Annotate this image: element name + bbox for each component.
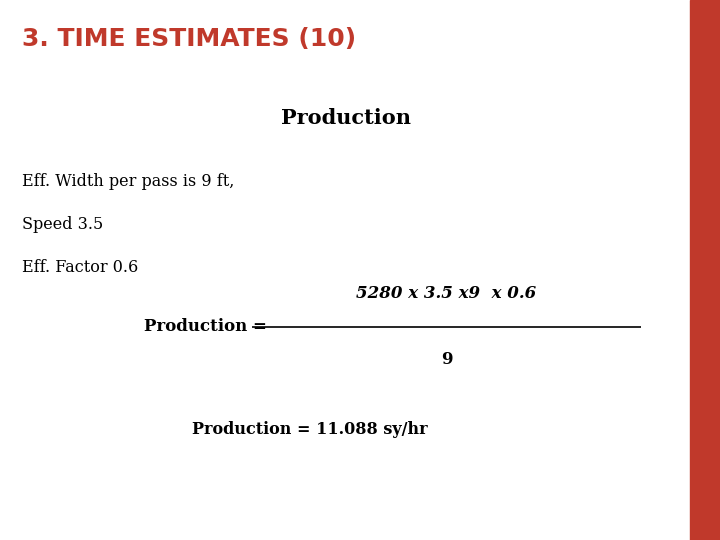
Text: Production: Production [281, 108, 410, 128]
Text: Eff. Factor 0.6: Eff. Factor 0.6 [22, 259, 138, 276]
Text: Eff. Width per pass is 9 ft,: Eff. Width per pass is 9 ft, [22, 173, 234, 190]
Text: 9: 9 [441, 351, 452, 368]
Text: Production = 11.088 sy/hr: Production = 11.088 sy/hr [192, 421, 428, 438]
Text: 5280 x 3.5 x9  x 0.6: 5280 x 3.5 x9 x 0.6 [356, 286, 536, 302]
Text: Production =: Production = [143, 318, 266, 335]
Text: 3. TIME ESTIMATES (10): 3. TIME ESTIMATES (10) [22, 27, 356, 51]
Text: Speed 3.5: Speed 3.5 [22, 216, 103, 233]
